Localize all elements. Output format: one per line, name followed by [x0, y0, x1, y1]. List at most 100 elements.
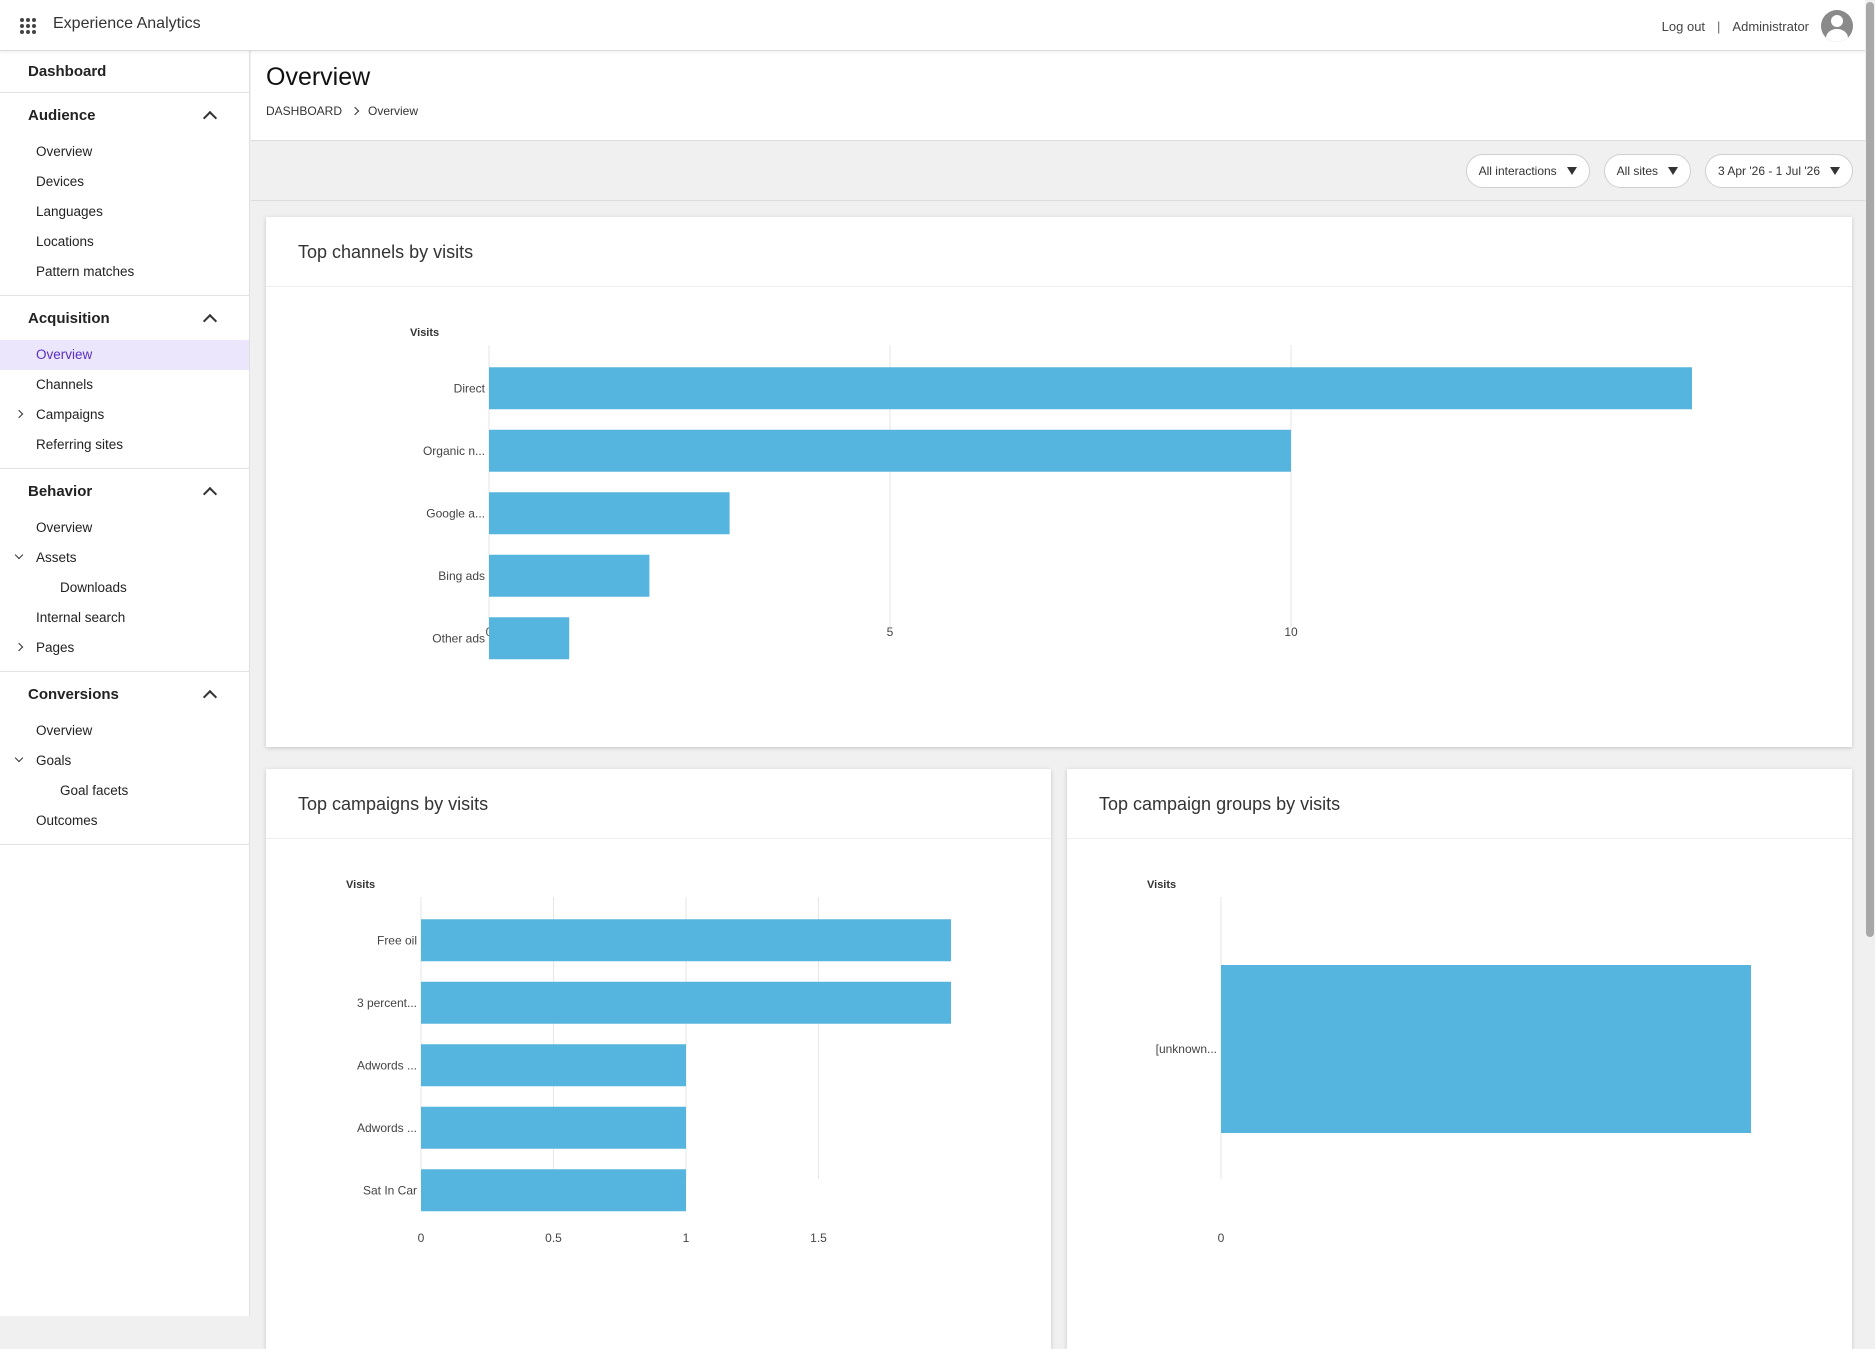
bar: [1221, 965, 1751, 1133]
sidebar-groups: Audience Overview Devices Languages Location…: [0, 93, 249, 845]
sidebar-item[interactable]: Pages: [0, 633, 249, 663]
chevron-down-icon[interactable]: [14, 753, 24, 763]
bar: [421, 1106, 686, 1149]
top-channels-card: Top channels by visits Visits0510DirectO…: [266, 217, 1852, 747]
category-label: Other ads: [432, 631, 485, 645]
sidebar-item[interactable]: Assets: [0, 543, 249, 573]
dropdown-arrow-icon: [1566, 166, 1577, 175]
sidebar-item-dashboard[interactable]: Dashboard: [0, 51, 249, 93]
sidebar-item[interactable]: Overview: [0, 513, 249, 543]
chevron-up-icon[interactable]: [202, 689, 218, 705]
sidebar-group-label: Acquisition: [28, 309, 110, 327]
sidebar-item-label: Downloads: [60, 580, 127, 595]
sidebar-item-label: Overview: [36, 144, 93, 159]
sidebar-item[interactable]: Overview: [0, 340, 249, 370]
category-label: Sat In Car: [363, 1183, 417, 1197]
sidebar-item[interactable]: Goals: [0, 746, 249, 776]
breadcrumb-current: Overview: [368, 104, 419, 118]
sidebar-group: Acquisition Overview Channels Campaigns Refe…: [0, 296, 249, 469]
channels-bar-chart: Visits0510DirectOrganic n...Google a...B…: [410, 327, 1692, 660]
header-separator: |: [1717, 18, 1721, 34]
category-label: Organic n...: [423, 444, 485, 458]
chevron-right-icon[interactable]: [14, 409, 24, 419]
main-content: Overview DASHBOARD Overview All interact…: [251, 51, 1875, 1349]
sidebar-item[interactable]: Devices: [0, 167, 249, 197]
sidebar-item-label: Pattern matches: [36, 264, 135, 279]
bar: [421, 1044, 686, 1087]
sidebar-group: Audience Overview Devices Languages Location…: [0, 93, 249, 296]
axis-label: Visits: [1147, 879, 1176, 891]
sidebar-item-label: Overview: [36, 520, 93, 535]
chevron-up-icon[interactable]: [202, 313, 218, 329]
page-header: Overview DASHBOARD Overview: [251, 51, 1875, 141]
interactions-filter-label: All interactions: [1478, 163, 1557, 178]
filter-bar: All interactions All sites 3 Apr '26 - 1…: [251, 141, 1875, 201]
app-launcher-icon[interactable]: [20, 18, 36, 34]
top-bar: Experience Analytics Log out | Administr…: [0, 0, 1875, 51]
date-range-filter[interactable]: 3 Apr '26 - 1 Jul '26: [1705, 153, 1853, 188]
sidebar-group-header[interactable]: Behavior: [0, 469, 249, 513]
user-name: Administrator: [1732, 18, 1809, 34]
bar: [489, 492, 730, 535]
category-label: Bing ads: [438, 569, 485, 583]
category-label: Adwords ...: [357, 1058, 417, 1072]
interactions-filter[interactable]: All interactions: [1465, 153, 1590, 188]
card-title: Top campaign groups by visits: [1067, 769, 1852, 839]
sidebar-item[interactable]: Referring sites: [0, 430, 249, 460]
sidebar-item[interactable]: Internal search: [0, 603, 249, 633]
sidebar-item-label: Assets: [36, 550, 77, 565]
sidebar-item-label: Overview: [36, 723, 93, 738]
bar: [421, 1169, 686, 1212]
page-title: Overview: [266, 63, 371, 91]
sidebar-item[interactable]: Campaigns: [0, 400, 249, 430]
campaign-groups-bar-chart: Visits 0 [unknown...: [1147, 879, 1751, 1245]
sidebar-item[interactable]: Overview: [0, 137, 249, 167]
breadcrumb-dashboard[interactable]: DASHBOARD: [266, 104, 343, 118]
sidebar-group: Behavior Overview Assets Downloads Internal …: [0, 469, 249, 672]
chevron-up-icon[interactable]: [202, 110, 218, 126]
sidebar-item[interactable]: Goal facets: [0, 776, 249, 806]
sidebar-group-label: Audience: [28, 106, 96, 124]
axis-label: Visits: [346, 879, 375, 891]
top-campaign-groups-card: Top campaign groups by visits Visits 0 [un…: [1067, 769, 1852, 1349]
sidebar-group-header[interactable]: Conversions: [0, 672, 249, 716]
chevron-up-icon[interactable]: [202, 486, 218, 502]
logout-link[interactable]: Log out: [1661, 18, 1706, 34]
bar: [421, 919, 951, 962]
sidebar-group-header[interactable]: Acquisition: [0, 296, 249, 340]
sidebar-group-header[interactable]: Audience: [0, 93, 249, 137]
category-label: Google a...: [426, 506, 485, 520]
sidebar-item[interactable]: Outcomes: [0, 806, 249, 836]
app-title: Experience Analytics: [53, 15, 201, 32]
sidebar-item[interactable]: Locations: [0, 227, 249, 257]
tick-label: 1.5: [810, 1231, 827, 1245]
sidebar-item[interactable]: Channels: [0, 370, 249, 400]
sidebar-item[interactable]: Languages: [0, 197, 249, 227]
chevron-down-icon[interactable]: [14, 550, 24, 560]
page-scrollbar[interactable]: [1865, 0, 1875, 1316]
sidebar-item[interactable]: Pattern matches: [0, 257, 249, 287]
sites-filter-label: All sites: [1616, 163, 1659, 178]
sidebar-item[interactable]: Overview: [0, 716, 249, 746]
sidebar-item[interactable]: Downloads: [0, 573, 249, 603]
campaigns-bar-chart: Visits 0 0.5 1 1.5 Free oil 3 percent... Adword…: [346, 879, 951, 1245]
dropdown-arrow-icon: [1830, 166, 1840, 175]
sidebar-item-label: Devices: [36, 174, 85, 189]
chevron-right-icon[interactable]: [14, 642, 24, 652]
sidebar-item-label: Channels: [36, 377, 94, 392]
card-title: Top campaigns by visits: [266, 769, 1051, 839]
user-area: Log out | Administrator: [1662, 10, 1853, 42]
sidebar-item-label: Pages: [36, 640, 75, 655]
bar: [421, 981, 951, 1024]
sidebar-item-label: Campaigns: [36, 407, 105, 422]
category-label: [unknown...: [1156, 1042, 1217, 1056]
sites-filter[interactable]: All sites: [1603, 153, 1692, 188]
date-range-filter-label: 3 Apr '26 - 1 Jul '26: [1718, 163, 1820, 178]
dropdown-arrow-icon: [1668, 166, 1679, 175]
card-title: Top channels by visits: [266, 217, 1852, 287]
sidebar-group-label: Behavior: [28, 482, 93, 500]
scrollbar-thumb[interactable]: [1866, 2, 1874, 937]
avatar-icon[interactable]: [1821, 10, 1853, 42]
category-label: 3 percent...: [357, 996, 417, 1010]
top-campaigns-card: Top campaigns by visits Visits 0 0.5 1 1.5 Fr…: [266, 769, 1051, 1349]
